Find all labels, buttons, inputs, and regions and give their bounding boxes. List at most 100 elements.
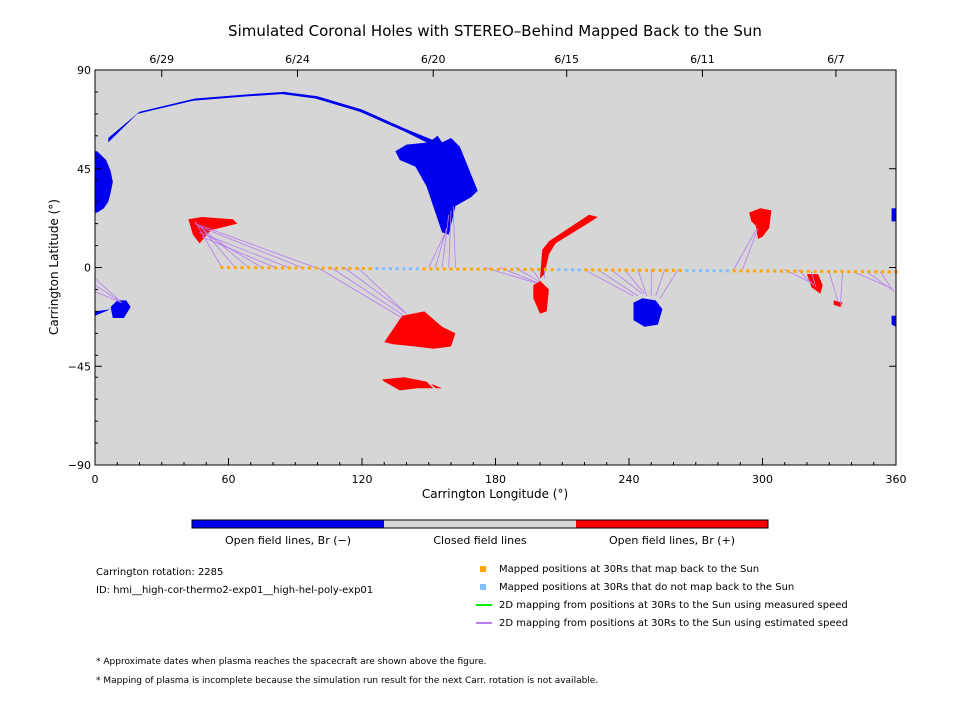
mapping-line [655,269,665,297]
coronal-hole-negative-7 [891,315,896,327]
mapping-line [866,271,892,290]
mapping-line [194,223,316,268]
mapped-position-dot [260,266,264,270]
mapped-position-dot [516,267,520,271]
mapped-position-dot [442,267,446,271]
unmapped-position-dot [402,267,406,271]
mapping-line [441,214,450,268]
mapped-position-dot [368,266,372,270]
mapped-position-dot [301,266,305,270]
mapping-line [94,284,122,303]
mapped-position-dot [341,266,345,270]
unmapped-position-dot [719,269,723,273]
coronal-hole-negative-4 [95,309,111,316]
mapped-position-dot [436,267,440,271]
mapped-position-dot [469,267,473,271]
mapping-line [659,269,679,299]
x-tick-label: 0 [92,473,99,486]
mapping-line [94,291,122,303]
colorbar-label-closed: Closed field lines [433,534,527,547]
mapped-position-dot [874,270,878,274]
mapped-position-dot [786,269,790,273]
x-axis-label: Carrington Longitude (°) [422,487,568,501]
mapped-position-dot [746,269,750,273]
unmapped-position-dot [577,268,581,272]
colorbar-segment [384,520,576,528]
legend-unmapped-label: Mapped positions at 30Rs that do not map… [499,582,795,593]
footnotes: * Approximate dates when plasma reaches … [96,653,598,691]
x-tick-label: 180 [485,473,506,486]
mapped-position-dot [543,268,547,272]
mapping-line [584,269,634,297]
mapping-line [828,271,839,303]
mapped-position-dot [361,266,365,270]
mapping-line [452,206,456,268]
mapped-position-dot [267,266,271,270]
unmapped-position-dot [725,269,729,273]
mapping-line [428,234,445,268]
legend-estimated: 2D mapping from positions at 30Rs to the… [476,618,848,636]
mapped-position-dot [860,270,864,274]
mapped-position-dot [537,268,541,272]
mapped-position-dot [254,266,258,270]
unmapped-position-dot [557,268,561,272]
x-tick-label: 240 [619,473,640,486]
coronal-hole-negative-5 [633,298,663,327]
mapped-position-dot [597,268,601,272]
mapped-position-dot [833,269,837,273]
mapped-position-dot [813,269,817,273]
colorbar-segment [192,520,384,528]
coronal-hole-positive-16 [833,300,843,307]
mapped-position-dot [672,268,676,272]
unmapped-position-dot [395,267,399,271]
run-id: ID: hmi__high-cor-thermo2-exp01__high-he… [96,585,374,596]
mapped-position-dot [631,268,635,272]
coronal-hole-positive-8 [188,217,238,244]
mapped-position-dot [314,266,318,270]
unmapped-position-dot [705,269,709,273]
mapped-position-dot [449,267,453,271]
mapped-position-dot [227,266,231,270]
coronal-hole-negative-3 [110,300,131,318]
colorbar-label-negative: Open field lines, Br (−) [224,534,352,547]
mapped-position-dot [867,270,871,274]
mapping-line [330,267,405,317]
mapped-position-dot [827,269,831,273]
mapped-position-dot [328,266,332,270]
mapped-position-dot [220,266,224,269]
coronal-hole-positive-11 [431,383,443,389]
coronal-hole-positive-12 [533,280,549,314]
legend-measured-label: 2D mapping from positions at 30Rs to the… [499,600,848,611]
mapping-line [811,271,817,288]
mapping-line [637,269,648,297]
coronal-hole-negative-0 [395,135,478,235]
unmapped-position-dot [382,267,386,271]
estimated-line-icon [476,622,492,624]
mapping-line [880,271,895,292]
colorbar-label-positive: Open field lines, Br (+) [608,534,736,547]
legend-mapped: Mapped positions at 30Rs that map back t… [476,564,759,582]
mapped-position-dot [355,266,359,270]
legend-estimated-label: 2D mapping from positions at 30Rs to the… [499,618,849,629]
mapping-line [839,271,843,305]
mapped-position-dot [496,267,500,271]
mapping-line [742,227,759,270]
mapping-line [733,229,757,270]
mapped-position-dot [651,268,655,272]
mapping-line [853,271,890,288]
mapping-line [194,221,223,268]
mapping-line [197,225,303,268]
mapped-position-dot [752,269,756,273]
mapped-position-dot [624,268,628,272]
mapped-position-dot [476,267,480,271]
mapping-line [206,234,263,268]
mapped-position-dot [489,267,493,271]
date-tick-label: 6/11 [690,53,715,66]
mapped-position-dot [550,268,554,272]
mapped-positions [220,266,898,274]
plot-background [95,70,896,465]
legend-unmapped: Mapped positions at 30Rs that do not map… [476,582,794,600]
mapped-position-dot [665,268,669,272]
measured-line-icon [476,604,492,606]
mapped-position-dot [334,266,338,270]
